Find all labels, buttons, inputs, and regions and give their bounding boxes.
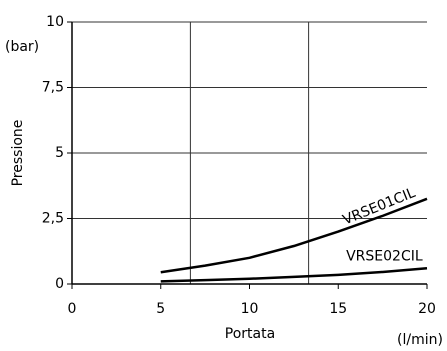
y-tick-label: 0: [55, 276, 64, 292]
y-unit: (bar): [5, 39, 39, 55]
x-tick-label: 15: [329, 301, 347, 317]
series-line: [160, 267, 428, 283]
y-tick-label: 10: [46, 14, 64, 30]
y-tick-label: 2,5: [42, 211, 64, 227]
x-tick-label: 5: [156, 301, 165, 317]
x-tick-label: 0: [68, 301, 77, 317]
x-unit: (l/min): [397, 332, 443, 348]
y-axis-label: Pressione: [10, 120, 26, 187]
y-tick-label: 5: [55, 145, 64, 161]
x-axis-label: Portata: [225, 326, 275, 342]
x-tick-label: 10: [241, 301, 259, 317]
x-tick-label: 20: [418, 301, 436, 317]
y-tick-label: 7,5: [42, 80, 64, 96]
series-line: [160, 197, 428, 274]
series-label: VRSE02CIL: [346, 248, 423, 264]
